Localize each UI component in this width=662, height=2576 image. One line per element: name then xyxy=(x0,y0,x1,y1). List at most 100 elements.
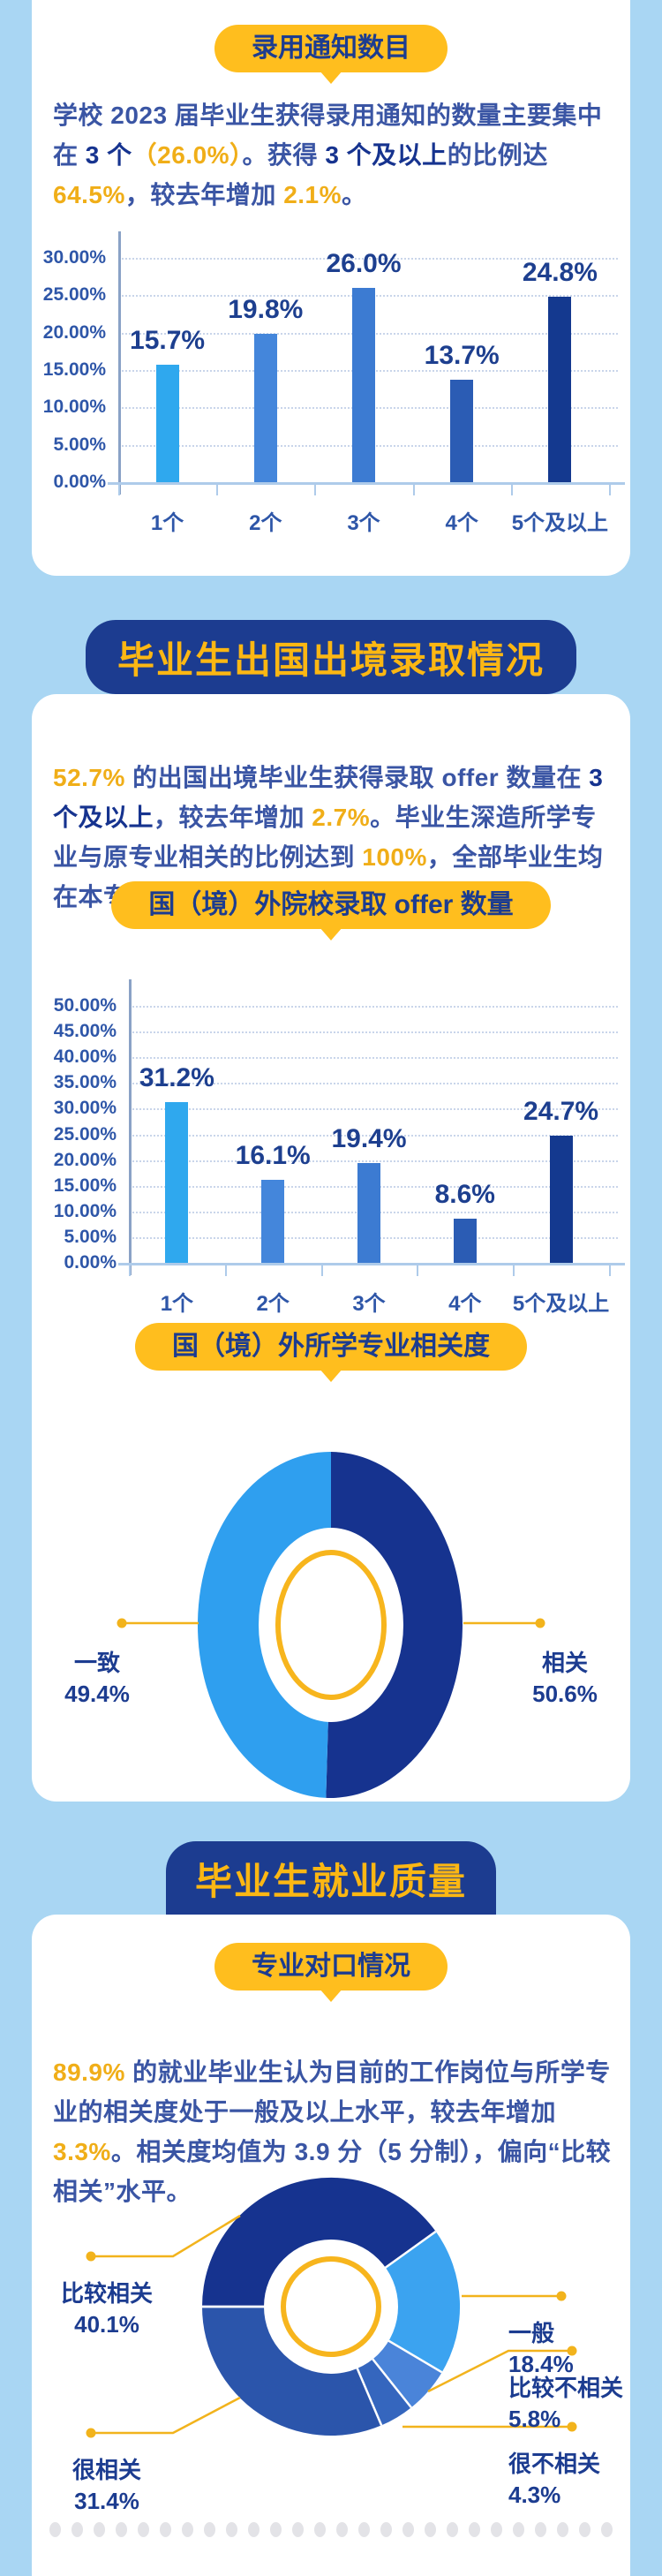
perforation-dot xyxy=(402,2522,414,2537)
perforation-dot xyxy=(491,2522,502,2537)
text-segment: 100% xyxy=(362,843,427,871)
text-segment: 3 个及以上 xyxy=(325,141,448,169)
donut-label-yiban-pct: 18.4% xyxy=(508,2351,574,2377)
text-segment: 。相关度均值为 3.9 分（5 分制），偏向“比较相关”水平。 xyxy=(53,2138,612,2205)
bar-category-label: 5个及以上 xyxy=(512,1292,610,1316)
perforation-dot xyxy=(358,2522,370,2537)
x-axis-tick xyxy=(609,1265,611,1276)
bar-value-label: 8.6% xyxy=(434,1179,495,1209)
callout-dot-yiban xyxy=(556,2291,567,2301)
section-employment-quality: 专业对口情况 89.9% 的就业毕业生认为目前的工作岗位与所学专业的相关度处于一… xyxy=(32,1915,630,2576)
perforation-dot xyxy=(601,2522,613,2537)
banner-employment-quality-label: 毕业生就业质量 xyxy=(194,1860,467,1902)
text-segment: 。毕业生深造所学专业与原专业相关的比例达到 xyxy=(53,804,597,871)
donut-label-yiban-name: 一般 xyxy=(508,2320,555,2346)
grid-line xyxy=(118,258,618,260)
text-segment: 的就业毕业生认为目前的工作岗位与所学专业的相关度处于一般及以上水平，较去年增加 xyxy=(53,2059,611,2126)
y-axis-tick-label: 50.00% xyxy=(53,995,117,1016)
bar-category-label: 1个 xyxy=(160,1292,194,1316)
perforation-dot xyxy=(447,2522,458,2537)
section-abroad-admission: 52.7% 的出国出境毕业生获得录取 offer 数量在 3 个及以上，较去年增… xyxy=(32,694,630,1802)
donut-label-xiangguan-name: 相关 xyxy=(541,1650,588,1676)
bar xyxy=(548,297,572,482)
bar-value-label: 26.0% xyxy=(326,248,402,278)
major-match-donut-figure: 比较相关 40.1% 很相关 31.4% 一般 18.4% 比较不相关 5.8%… xyxy=(32,2135,630,2514)
inner-yellow-ring xyxy=(281,2256,381,2357)
y-axis-tick-label: 0.00% xyxy=(64,1252,117,1273)
perforation-dot xyxy=(94,2522,105,2537)
text-segment: 64.5% xyxy=(53,181,125,208)
text-segment: 。 xyxy=(342,181,367,208)
major-match-donut-chart xyxy=(86,2177,577,2438)
perforation-dot xyxy=(557,2522,568,2537)
grid-line xyxy=(129,1108,618,1111)
donut-label-henxiangguan-name: 很相关 xyxy=(71,2457,141,2483)
x-axis-tick xyxy=(417,1265,419,1276)
text-segment: （26.0%） xyxy=(132,141,243,169)
grid-line xyxy=(129,1006,618,1008)
offer-notice-pill-row: 录用通知数目 xyxy=(32,25,630,72)
donut-label-bijiaobuxiangguan-name: 比较不相关 xyxy=(508,2375,624,2401)
perforation-dot xyxy=(49,2522,61,2537)
text-segment: ，较去年增加 xyxy=(124,181,284,208)
bar-category-label: 3个 xyxy=(352,1292,386,1316)
bar-category-label: 5个及以上 xyxy=(511,511,609,535)
bar-value-label: 13.7% xyxy=(424,341,500,370)
y-axis-line xyxy=(129,979,132,1275)
donut-label-henbuxiangguan: 很不相关 4.3% xyxy=(508,2449,658,2511)
bar-category-label: 2个 xyxy=(249,511,282,535)
donut-label-yizhi-name: 一致 xyxy=(73,1650,120,1676)
text-segment: 52.7% xyxy=(53,764,125,791)
donut-label-bijiaobuxiangguan: 比较不相关 5.8% xyxy=(508,2373,658,2435)
bar xyxy=(253,334,277,482)
y-axis-tick-label: 25.00% xyxy=(53,1123,117,1144)
perforation-dot xyxy=(248,2522,260,2537)
bar-value-label: 19.8% xyxy=(228,295,304,325)
donut-slices xyxy=(201,2177,461,2436)
y-axis-tick-label: 20.00% xyxy=(42,321,106,343)
perforation-dot xyxy=(71,2522,83,2537)
y-axis-tick-label: 30.00% xyxy=(42,247,106,268)
callout-dot-henbuxiangguan xyxy=(567,2421,577,2432)
grid-line xyxy=(129,1134,618,1137)
bar xyxy=(261,1180,285,1263)
donut-label-bijiaoxiangguan-name: 比较相关 xyxy=(60,2280,153,2307)
perforation-dot xyxy=(160,2522,171,2537)
x-axis-tick xyxy=(216,485,219,495)
offer-notice-paragraph: 学校 2023 届毕业生获得录用通知的数量主要集中在 3 个（26.0%）。获得… xyxy=(53,95,613,215)
banner-employment-quality: 毕业生就业质量 xyxy=(166,1841,496,1915)
x-axis-tick xyxy=(224,1265,227,1276)
y-axis-tick-label: 15.00% xyxy=(53,1175,117,1196)
bar-category-label: 2个 xyxy=(256,1292,290,1316)
bar-value-label: 19.4% xyxy=(331,1124,407,1154)
text-segment: 3.3% xyxy=(53,2138,111,2165)
text-segment: 2.1% xyxy=(283,181,342,208)
text-segment: ，较去年增加 xyxy=(154,804,312,831)
offer-notice-pill-label: 录用通知数目 xyxy=(252,34,410,63)
perforation-dot xyxy=(380,2522,392,2537)
bar-category-label: 4个 xyxy=(445,511,478,535)
perforation-dot xyxy=(204,2522,215,2537)
x-axis-line xyxy=(118,1263,625,1265)
x-axis-tick xyxy=(320,1265,323,1276)
abroad-relevance-pill-label: 国（境）外所学专业相关度 xyxy=(172,1332,490,1361)
text-segment: 2.7% xyxy=(312,804,371,831)
x-axis-tick xyxy=(412,485,415,495)
perforation-dot xyxy=(314,2522,326,2537)
abroad-relevance-donut-figure: 一致 49.4% 相关 50.6% xyxy=(32,1385,630,1802)
callout-dot-bijiaobuxiangguan xyxy=(567,2346,577,2356)
perforation-dot xyxy=(535,2522,546,2537)
perforation-dot xyxy=(138,2522,149,2537)
y-axis-tick-label: 30.00% xyxy=(53,1098,117,1119)
x-axis-tick xyxy=(129,1265,131,1276)
abroad-offer-bar-chart: 0.00% 5.00% 10.00% 15.00% 20.00% 25.00% 30.00%… xyxy=(32,950,630,1330)
donut-label-yizhi: 一致 49.4% xyxy=(44,1648,150,1710)
bar-value-label: 24.8% xyxy=(522,258,598,288)
grid-line xyxy=(129,1083,618,1085)
banner-abroad-admission-label: 毕业生出国出境录取情况 xyxy=(117,638,545,681)
bar xyxy=(450,380,474,482)
text-segment: 的比例达 xyxy=(447,141,548,169)
y-axis-tick-label: 15.00% xyxy=(42,359,106,380)
y-axis-tick-label: 35.00% xyxy=(53,1072,117,1093)
